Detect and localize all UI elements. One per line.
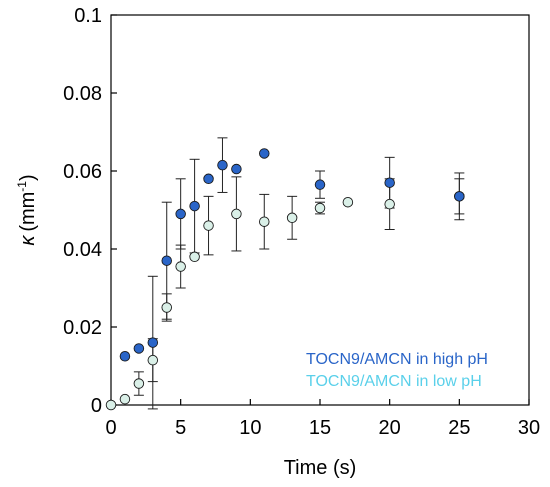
data-point-low-ph bbox=[147, 354, 159, 366]
data-points bbox=[105, 148, 465, 411]
data-point-low-ph bbox=[259, 216, 270, 227]
data-point-high-ph bbox=[119, 351, 131, 362]
x-tick-label: 20 bbox=[379, 417, 401, 439]
data-point-high-ph bbox=[259, 148, 270, 159]
data-point-low-ph bbox=[175, 261, 186, 272]
x-tick-label: 5 bbox=[175, 417, 186, 439]
legend-entry-high-ph: TOCN9/AMCN in high pH bbox=[306, 351, 488, 368]
x-axis-ticks: 0 5 10 15 20 25 30 bbox=[105, 399, 540, 439]
data-point-high-ph bbox=[231, 163, 242, 175]
data-point-high-ph bbox=[133, 343, 145, 354]
y-tick-label: 0.02 bbox=[63, 317, 102, 339]
data-point-high-ph bbox=[384, 177, 395, 188]
y-tick-label: 0.04 bbox=[63, 239, 102, 261]
data-point-high-ph bbox=[189, 200, 200, 212]
data-point-low-ph bbox=[314, 202, 326, 214]
y-axis-unit: (mm bbox=[17, 192, 39, 232]
x-tick-label: 25 bbox=[448, 417, 470, 439]
x-tick-label: 30 bbox=[518, 417, 540, 439]
data-point-high-ph bbox=[175, 208, 186, 220]
y-axis-ticks: 0 0.02 0.04 0.06 0.08 0.1 bbox=[63, 5, 117, 417]
data-point-high-ph bbox=[454, 191, 465, 202]
legend-entry-low-ph: TOCN9/AMCN in low pH bbox=[306, 373, 482, 390]
error-bars bbox=[133, 137, 465, 410]
y-axis-title: κ (mm-1) bbox=[15, 174, 39, 245]
y-axis-close: ) bbox=[17, 174, 39, 181]
data-point-low-ph bbox=[119, 393, 131, 405]
data-point-low-ph bbox=[286, 212, 298, 224]
data-point-low-ph bbox=[384, 198, 395, 210]
data-point-low-ph bbox=[203, 220, 214, 231]
data-point-low-ph bbox=[133, 378, 145, 389]
x-axis-title: Time (s) bbox=[284, 457, 357, 479]
data-point-low-ph bbox=[231, 208, 242, 220]
x-tick-label: 10 bbox=[239, 417, 261, 439]
x-tick-label: 0 bbox=[105, 417, 116, 439]
data-point-high-ph bbox=[314, 179, 326, 190]
y-axis-symbol: κ bbox=[17, 235, 39, 246]
data-point-high-ph bbox=[203, 173, 214, 185]
y-tick-label: 0.08 bbox=[63, 83, 102, 105]
y-tick-label: 0.1 bbox=[74, 5, 102, 27]
data-point-high-ph bbox=[161, 255, 172, 266]
y-tick-label: 0 bbox=[91, 395, 102, 417]
data-point-low-ph bbox=[342, 196, 354, 208]
data-point-low-ph bbox=[105, 399, 117, 411]
data-point-high-ph bbox=[217, 159, 228, 171]
data-point-high-ph bbox=[147, 337, 159, 348]
data-point-low-ph bbox=[189, 251, 200, 263]
y-tick-label: 0.06 bbox=[63, 161, 102, 183]
x-tick-label: 15 bbox=[309, 417, 331, 439]
y-axis-exponent: -1 bbox=[15, 181, 29, 192]
data-point-low-ph bbox=[161, 302, 172, 313]
